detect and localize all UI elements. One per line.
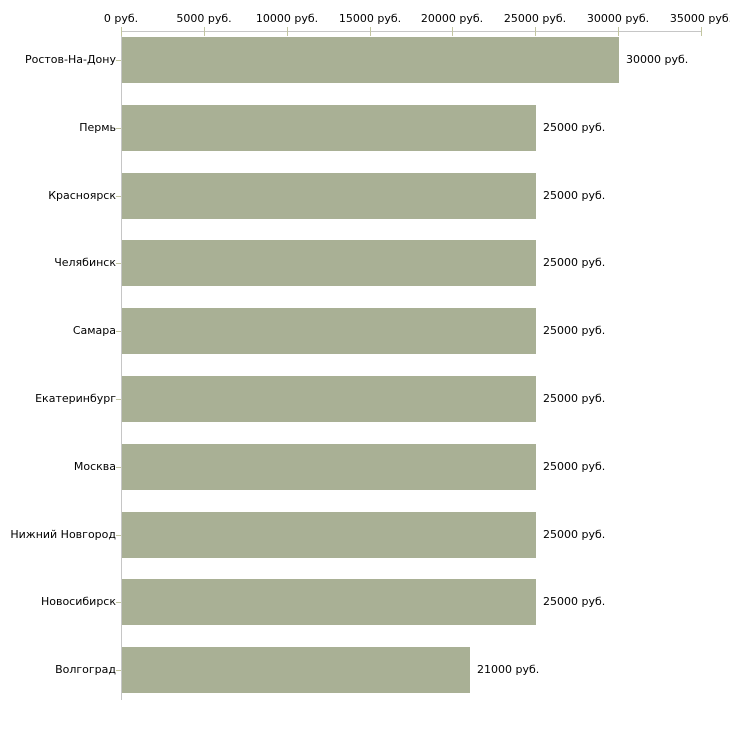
bar: [122, 37, 619, 83]
bar: [122, 647, 470, 693]
category-label: Волгоград: [55, 663, 116, 676]
category-label: Москва: [73, 460, 116, 473]
x-axis-tick-label: 35000 руб.: [669, 12, 730, 25]
bar: [122, 308, 536, 354]
category-label: Челябинск: [54, 256, 116, 269]
x-axis-tick-label: 30000 руб.: [586, 12, 650, 25]
y-axis-line: [121, 31, 122, 700]
x-axis-tick: [535, 27, 536, 36]
category-label: Новосибирск: [40, 595, 116, 608]
x-axis-tick-label: 20000 руб.: [420, 12, 484, 25]
y-axis-tick: [116, 128, 121, 129]
y-axis-tick: [116, 602, 121, 603]
x-axis-tick: [452, 27, 453, 36]
x-axis-tick: [121, 27, 122, 36]
bar: [122, 444, 536, 490]
x-axis-tick: [618, 27, 619, 36]
x-axis-tick: [287, 27, 288, 36]
y-axis-tick: [116, 60, 121, 61]
x-axis-tick: [701, 27, 702, 36]
y-axis-tick: [116, 196, 121, 197]
value-label: 21000 руб.: [477, 663, 540, 676]
bar: [122, 240, 536, 286]
value-label: 30000 руб.: [626, 53, 689, 66]
x-axis-tick-label: 0 руб.: [103, 12, 139, 25]
x-axis-tick: [370, 27, 371, 36]
value-label: 25000 руб.: [543, 256, 606, 269]
category-label: Нижний Новгород: [10, 528, 116, 541]
x-axis-tick-label: 15000 руб.: [338, 12, 402, 25]
category-label: Красноярск: [48, 189, 116, 202]
value-label: 25000 руб.: [543, 460, 606, 473]
category-label: Ростов-На-Дону: [24, 53, 116, 66]
y-axis-tick: [116, 399, 121, 400]
value-label: 25000 руб.: [543, 595, 606, 608]
category-label: Самара: [72, 324, 116, 337]
x-axis-tick-label: 5000 руб.: [176, 12, 232, 25]
bar: [122, 512, 536, 558]
y-axis-tick: [116, 263, 121, 264]
bar: [122, 105, 536, 151]
value-label: 25000 руб.: [543, 189, 606, 202]
bar: [122, 579, 536, 625]
x-axis-tick: [204, 27, 205, 36]
y-axis-tick: [116, 467, 121, 468]
bar: [122, 173, 536, 219]
x-axis-tick-label: 25000 руб.: [503, 12, 567, 25]
x-axis-line: [121, 31, 702, 32]
y-axis-tick: [116, 670, 121, 671]
value-label: 25000 руб.: [543, 528, 606, 541]
y-axis-tick: [116, 535, 121, 536]
value-label: 25000 руб.: [543, 392, 606, 405]
category-label: Пермь: [79, 121, 116, 134]
category-label: Екатеринбург: [35, 392, 116, 405]
bar: [122, 376, 536, 422]
y-axis-tick: [116, 331, 121, 332]
value-label: 25000 руб.: [543, 324, 606, 337]
x-axis-tick-label: 10000 руб.: [255, 12, 319, 25]
value-label: 25000 руб.: [543, 121, 606, 134]
